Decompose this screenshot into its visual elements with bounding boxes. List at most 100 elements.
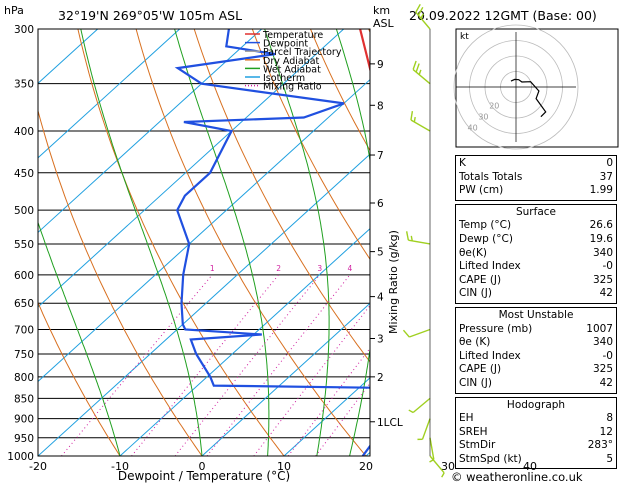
dry-adiabat-line [135,29,367,456]
wind-barb-shaft [421,418,431,440]
unstable-index-label: CIN (J) [459,376,492,389]
unstable-index-value: -0 [602,349,613,362]
hodograph-ring [453,24,579,150]
dry-adiabat-line [251,29,370,261]
hodograph-index-row: StmDir 283° [459,439,613,453]
surface-index-row: CIN (J) 42 [459,287,613,301]
wind-barb-column [402,3,445,478]
hodograph-index-value: 5 [606,452,613,465]
wind-barb [410,111,431,132]
mixing-ratio-label: 8 [424,264,429,273]
mixing-ratio-axis-title: Mixing Ratio (g/kg) [387,230,400,334]
surface-index-label: θe(K) [459,246,487,259]
km-tick-label: 2 [377,372,384,384]
mixing-ratio-label: 2 [276,264,281,273]
hodograph-index-label: SREH [459,425,488,438]
surface-index-value: 325 [592,273,613,286]
hodograph-ring-label: 20 [489,102,499,111]
top-index-label: PW (cm) [459,184,504,197]
surface-index-value: 19.6 [589,232,613,245]
plot-frame [37,28,371,457]
wet-adiabat-line [264,29,330,456]
hodograph-box: Hodograph EH 8 SREH 12 StmDir 283° StmSpd (kt)… [455,396,617,470]
surface-index-row: Dewp (°C) 19.6 [459,233,613,247]
pressure-tick-label: 550 [14,239,34,251]
surface-index-value: 42 [599,287,613,300]
hodograph-index-value: 283° [587,439,613,452]
legend-label: Dry Adiabat [263,56,320,67]
pressure-tick-label: 750 [14,349,34,361]
wind-barb-flag [408,409,414,414]
isotherm-line [201,302,370,456]
surface-index-label: Lifted Index [459,260,521,273]
mixing-ratio-label: 3 [317,264,322,273]
wind-barb [429,437,435,463]
dry-adiabat-line [38,108,203,456]
surface-index-row: CAPE (J) 325 [459,274,613,288]
wind-barb-flag [415,63,420,73]
wind-barb-flag [415,3,421,13]
legend-label: Mixing Ratio [263,82,322,93]
surface-index-label: CAPE (J) [459,273,502,286]
wind-barb-flag [429,458,435,463]
mixing-ratio-line [253,304,370,456]
wind-barb-shaft [412,397,431,414]
legend-label: Temperature [262,30,323,41]
surface-index-value: 26.6 [589,219,613,232]
most-unstable-box: Most Unstable Pressure (mb) 1007 θe (K) 340… [455,306,617,394]
axis-labels: 3003504004505005506006507007508008509009… [7,24,537,473]
km-tick-label: 9 [377,59,384,71]
wind-barb-flag [418,69,422,75]
pressure-tick-label: 600 [14,270,34,282]
wind-barb-flag [441,472,445,478]
pressure-tick-label: 700 [14,325,34,337]
wind-barb [417,418,431,441]
dewpoint-line [174,29,370,456]
isotherm-line [38,29,345,308]
hodograph-index-value: 12 [599,425,613,438]
wind-barb [402,328,431,338]
hodograph-index-label: StmDir [459,439,496,452]
mixing-ratio-line [315,382,370,456]
surface-index-row: Lifted Index -0 [459,260,613,274]
wind-barb-flag [410,111,414,121]
temperature-tick-label: 20 [359,460,373,473]
top-index-value: 37 [599,170,613,183]
pressure-tick-label: 450 [14,168,34,180]
top-index-value: 0 [606,157,613,169]
isotherm-line [283,377,370,456]
surface-index-row: θe(K) 340 [459,247,613,261]
wind-barb-flag [405,231,410,241]
wind-barb-flag [413,116,416,123]
wind-barb-shaft [429,437,435,460]
surface-index-value: -0 [602,260,613,273]
km-tick-label: 5 [377,247,384,259]
pressure-tick-label: 650 [14,298,34,310]
km-tick-label: 6 [377,198,384,210]
mixing-ratio-line [174,274,321,456]
temperature-tick-label: 30 [441,460,455,473]
km-unit-label: km [373,4,390,17]
km-tick-label: 4 [377,292,384,304]
dry-adiabat-line [77,29,285,456]
hodograph-index-row: EH 8 [459,412,613,426]
hodograph-index-row: StmSpd (kt) 5 [459,453,613,467]
x-axis-title: Dewpoint / Temperature (°C) [118,469,290,483]
unstable-index-value: 42 [599,376,613,389]
hodograph-ring-label: 40 [468,123,478,132]
surface-title: Surface [515,205,556,218]
station-location: 32°19'N 269°05'W 105m ASL [58,8,242,23]
pressure-tick-label: 950 [14,433,34,445]
hodograph-trace [510,78,547,118]
pressure-tick-label: 350 [14,79,34,91]
wind-barb-shaft [409,328,431,338]
unstable-index-label: θe (K) [459,336,491,349]
thermo-grid: 1 2 3 4 6 8 10 16 20 25 [38,29,429,456]
pressure-tick-label: 800 [14,372,34,384]
profile-lines [174,29,370,456]
isotherm-line [38,29,263,234]
mixing-ratio-line [131,274,279,456]
run-datetime: 20.09.2022 12GMT (Base: 00) [409,8,597,23]
